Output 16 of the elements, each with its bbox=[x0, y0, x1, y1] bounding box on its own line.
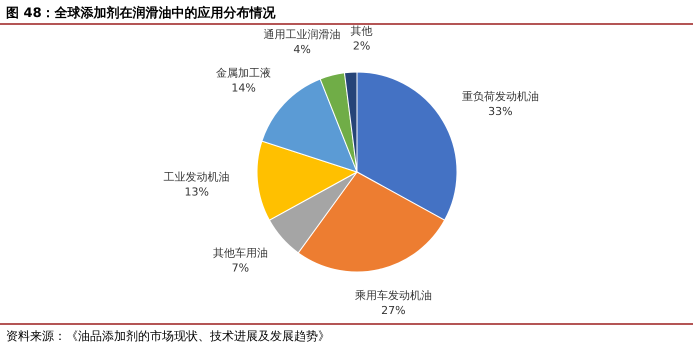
slice-label: 乘用车发动机油 bbox=[354, 288, 432, 302]
text: 资料来源：《油品添加剂的市场现状、技术进展及发展趋势》 bbox=[6, 329, 330, 343]
data-label: 33% bbox=[488, 104, 513, 118]
data-label: 14% bbox=[231, 81, 256, 94]
slice-label: 其他 bbox=[350, 24, 373, 38]
data-label: 2% bbox=[352, 39, 370, 52]
slice-label: 工业发动机油 bbox=[164, 170, 230, 184]
data-label: 4% bbox=[293, 43, 311, 56]
slice-label: 其他车用油 bbox=[212, 246, 268, 260]
slice-label: 重负荷发动机油 bbox=[462, 90, 539, 103]
data-label: 7% bbox=[232, 262, 250, 275]
chart-title: 图 48：全球添加剂在润滑油中的应用分布情况 bbox=[6, 5, 277, 21]
slice-label: 金属加工液 bbox=[216, 66, 272, 80]
slice-label: 通用工业润滑油 bbox=[264, 28, 341, 42]
data-label: 27% bbox=[381, 304, 406, 317]
data-label: 13% bbox=[184, 186, 209, 199]
